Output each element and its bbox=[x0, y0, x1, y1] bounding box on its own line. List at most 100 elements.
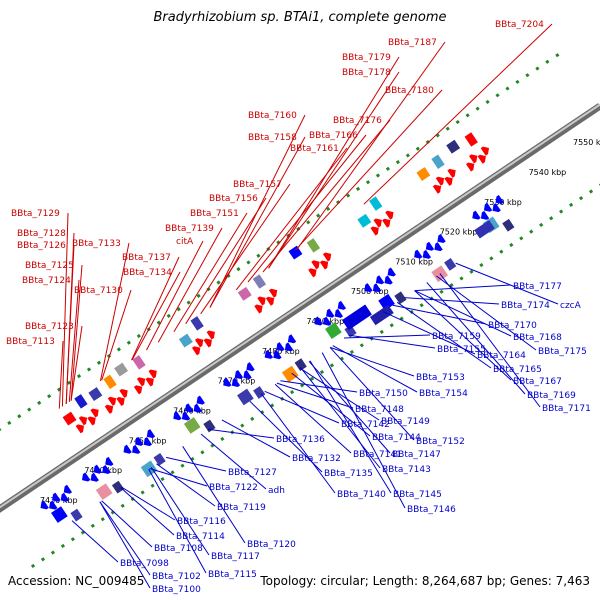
lower-gene-label: BBta_7150 bbox=[359, 389, 408, 399]
reverse-gene-arrow bbox=[93, 464, 102, 474]
feature-block bbox=[88, 387, 103, 402]
lower-gene-label: BBta_7146 bbox=[407, 505, 456, 515]
label-leader-line bbox=[200, 433, 267, 490]
feature-block bbox=[306, 238, 321, 253]
reverse-gene-arrow bbox=[314, 316, 323, 326]
upper-gene-labels: BBta_7204 BBta_7187 BBta_7179 BBta_7178 BBta… bbox=[6, 20, 553, 409]
lower-gene-label: BBta_7132 bbox=[292, 454, 341, 464]
forward-gene-arrow bbox=[145, 377, 154, 387]
upper-gene-label: BBta_7157 bbox=[233, 180, 282, 190]
forward-gene-arrow bbox=[480, 146, 490, 156]
label-leader-line bbox=[439, 273, 541, 408]
label-leader-line bbox=[209, 136, 306, 308]
lower-gene-labels: BBta_7177 BBta_7174 czcA BBta_7170 BBta_7168… bbox=[71, 262, 591, 595]
upper-track-guide bbox=[0, 49, 565, 431]
reverse-gene-arrow bbox=[246, 362, 255, 372]
feature-block bbox=[74, 394, 88, 409]
reverse-gene-arrow bbox=[173, 411, 182, 421]
label-leader-line bbox=[101, 289, 132, 381]
label-leader-line bbox=[65, 244, 75, 405]
lower-gene-label: adh bbox=[268, 486, 285, 496]
feature-block bbox=[502, 218, 515, 232]
label-leader-line bbox=[264, 390, 340, 424]
feature-block bbox=[183, 417, 201, 434]
upper-gene-label: BBta_7180 bbox=[385, 86, 434, 96]
reverse-gene-arrow bbox=[185, 403, 194, 413]
forward-gene-arrow bbox=[319, 260, 329, 270]
upper-gene-label: BBta_7156 bbox=[209, 194, 258, 204]
upper-gene-label: citA bbox=[176, 237, 194, 247]
lower-gene-label: BBta_7167 bbox=[513, 377, 562, 387]
forward-gene-arrow bbox=[370, 226, 379, 236]
reverse-gene-arrow bbox=[105, 456, 114, 466]
feature-block bbox=[474, 220, 495, 239]
feature-block bbox=[111, 480, 125, 494]
forward-gene-arrow bbox=[477, 154, 486, 164]
label-leader-line bbox=[146, 240, 204, 351]
label-leader-line bbox=[150, 467, 210, 556]
label-leader-line bbox=[274, 383, 352, 454]
forward-gene-arrow bbox=[148, 369, 157, 379]
label-leader-line bbox=[426, 282, 526, 395]
reverse-gene-arrow bbox=[414, 249, 423, 259]
reverse-gene-arrow bbox=[422, 249, 432, 259]
forward-gene-arrow bbox=[435, 176, 445, 186]
forward-gene-arrow bbox=[78, 416, 88, 426]
forward-gene-arrow bbox=[203, 338, 212, 348]
forward-gene-arrow bbox=[116, 397, 125, 407]
upper-gene-label: BBta_7176 bbox=[333, 116, 382, 126]
label-leader-line bbox=[396, 301, 492, 369]
forward-gene-arrow bbox=[87, 416, 96, 426]
label-leader-line bbox=[182, 446, 246, 544]
label-leader-line bbox=[121, 486, 176, 521]
reverse-gene-arrow bbox=[132, 444, 141, 454]
label-leader-line bbox=[165, 456, 227, 472]
topology-text: Topology: circular; Length: 8,264,687 bp… bbox=[260, 574, 590, 588]
label-leader-line bbox=[436, 275, 537, 351]
upper-gene-label: BBta_7139 bbox=[165, 224, 214, 234]
reverse-gene-arrow bbox=[372, 283, 382, 293]
accession-text: Accession: NC_009485 bbox=[8, 574, 145, 588]
reverse-gene-arrow bbox=[234, 369, 244, 379]
map-title: Bradyrhizobium sp. BTAi1, complete genom… bbox=[153, 10, 447, 25]
scale-tick-label: 7550 kbp bbox=[573, 138, 600, 147]
reverse-gene-arrow bbox=[123, 444, 132, 454]
forward-gene-arrow bbox=[206, 330, 215, 340]
label-leader-line bbox=[148, 468, 207, 574]
gene-features bbox=[40, 132, 515, 523]
label-leader-line bbox=[332, 345, 418, 393]
feature-block bbox=[103, 374, 117, 390]
lower-gene-label: BBta_7144 bbox=[372, 433, 421, 443]
lower-gene-label: BBta_7175 bbox=[538, 347, 587, 357]
label-leader-line bbox=[276, 382, 354, 409]
reverse-gene-arrow bbox=[49, 500, 58, 510]
forward-gene-arrow bbox=[104, 404, 114, 414]
lower-gene-label: BBta_7155 bbox=[437, 345, 486, 355]
feature-block bbox=[178, 333, 193, 348]
label-leader-line bbox=[70, 325, 83, 401]
reverse-gene-arrow bbox=[425, 241, 435, 251]
label-leader-line bbox=[268, 71, 400, 269]
label-leader-line bbox=[235, 147, 348, 291]
label-leader-line bbox=[221, 419, 291, 458]
scale-tick-label: 7480 kbp bbox=[262, 347, 300, 356]
reverse-gene-arrow bbox=[196, 395, 205, 405]
upper-gene-label: BBta_7126 bbox=[17, 241, 66, 251]
reverse-gene-arrow bbox=[273, 350, 282, 360]
feature-block bbox=[237, 388, 254, 406]
reverse-gene-arrow bbox=[52, 492, 61, 502]
label-leader-line bbox=[404, 297, 500, 305]
label-leader-line bbox=[291, 372, 371, 437]
reverse-gene-arrow bbox=[60, 492, 70, 502]
backbone bbox=[0, 103, 600, 513]
reverse-gene-arrow bbox=[483, 202, 493, 212]
forward-gene-arrow bbox=[468, 154, 478, 164]
label-leader-line bbox=[268, 56, 400, 269]
reverse-gene-arrow bbox=[143, 437, 153, 447]
reverse-gene-arrow bbox=[495, 194, 504, 204]
forward-gene-arrow bbox=[382, 218, 391, 228]
lower-gene-label: czcA bbox=[560, 301, 582, 311]
feature-block bbox=[431, 154, 445, 169]
reverse-gene-arrow bbox=[492, 203, 501, 213]
label-leader-line bbox=[382, 311, 476, 355]
